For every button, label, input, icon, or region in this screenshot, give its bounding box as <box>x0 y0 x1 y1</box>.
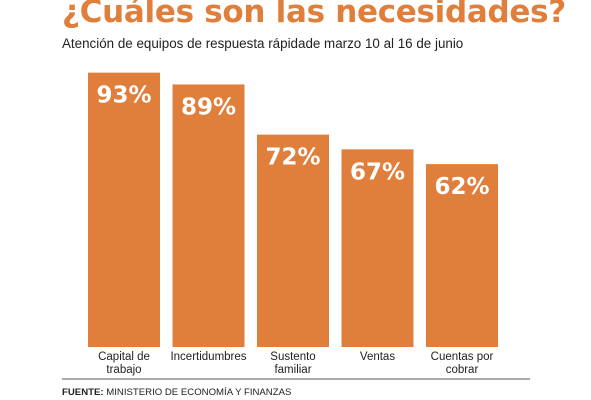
bar-value-label: 89% <box>181 94 236 120</box>
bar-value-label: 93% <box>96 83 151 109</box>
bar-value-label: 67% <box>350 159 405 185</box>
category-label: cobrar <box>446 364 479 376</box>
source-label: FUENTE: <box>62 387 104 398</box>
category-label: trabajo <box>106 364 141 376</box>
bar-3 <box>257 134 329 347</box>
source-note: FUENTE: MINISTERIO DE ECONOMÍA Y FINANZA… <box>62 387 291 398</box>
bar-5 <box>426 164 498 347</box>
category-label: Cuentas por <box>431 351 494 363</box>
bar-4 <box>341 149 414 347</box>
category-label: Ventas <box>360 351 395 363</box>
chart-title: ¿Cuáles son las necesidades? <box>62 0 566 30</box>
bar-value-label: 72% <box>265 145 320 171</box>
bar-value-label: 62% <box>434 174 489 200</box>
source-text: MINISTERIO DE ECONOMÍA Y FINANZAS <box>103 387 292 398</box>
category-label: Sustento <box>270 351 315 363</box>
bar-1 <box>88 72 160 348</box>
category-label: familiar <box>274 364 311 376</box>
chart-subtitle: Atención de equipos de respuesta rápidad… <box>62 36 464 51</box>
category-label: Capital de <box>98 351 150 363</box>
category-label: Incertidumbres <box>170 351 246 363</box>
bar-2 <box>172 84 245 347</box>
